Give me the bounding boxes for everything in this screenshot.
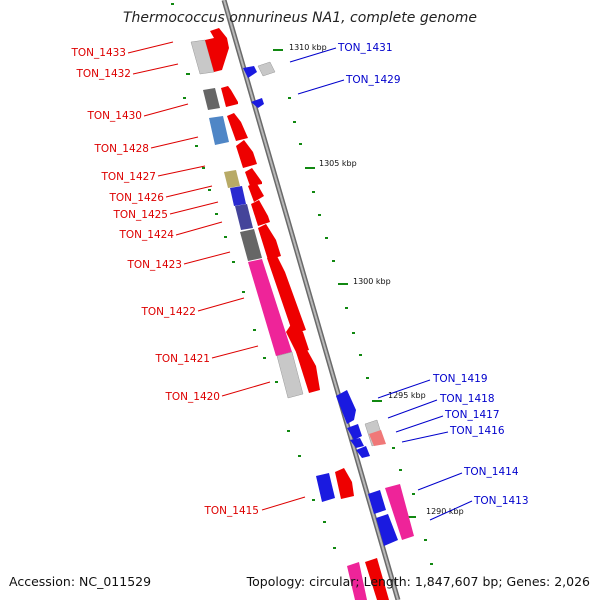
gene-arrow <box>203 88 220 110</box>
gene-arrow <box>296 348 320 393</box>
gene-arrow <box>356 446 370 458</box>
gene-arrow <box>369 430 386 446</box>
page-title: Thermococcus onnurineus NA1, complete ge… <box>122 10 478 26</box>
kbp-label: 1300 kbp <box>353 277 391 286</box>
gene-label: TON_1423 <box>126 259 182 271</box>
gene-label: TON_1427 <box>100 171 156 183</box>
gene-arrow <box>336 390 356 424</box>
gene-label: TON_1415 <box>203 505 259 517</box>
gene-label: TON_1431 <box>337 42 393 54</box>
gene-arrow <box>251 200 270 226</box>
gene-arrow <box>240 229 262 261</box>
forward-gene-labels: TON_1433 TON_1432 TON_1430 TON_1428 TON_… <box>70 47 259 517</box>
gene-label: TON_1426 <box>108 192 164 204</box>
kbp-label: 1305 kbp <box>319 159 357 168</box>
gene-arrow <box>227 113 248 141</box>
gene-label: TON_1425 <box>112 209 168 221</box>
gene-arrow <box>347 562 367 600</box>
minor-ticks <box>171 3 433 565</box>
gene-arrow <box>316 473 335 502</box>
gene-label: TON_1432 <box>75 68 131 80</box>
accession-text: Accession: NC_011529 <box>9 574 152 589</box>
gene-arrow <box>230 186 246 206</box>
gene-arrow <box>257 61 276 77</box>
gene-arrow <box>235 204 253 230</box>
kbp-label: 1295 kbp <box>388 391 426 400</box>
kbp-scale: 1310 kbp 1305 kbp 1300 kbp 1295 kbp 1290… <box>273 43 464 518</box>
gene-label: TON_1428 <box>93 143 149 155</box>
gene-arrow <box>251 98 264 108</box>
gene-label: TON_1430 <box>86 110 142 122</box>
gene-arrow <box>365 558 389 600</box>
gene-label: TON_1418 <box>439 393 495 405</box>
gene-label: TON_1420 <box>164 391 220 403</box>
gene-label: TON_1417 <box>444 409 500 421</box>
gene-arrow <box>267 254 306 334</box>
gene-arrow <box>376 514 398 546</box>
gene-arrow <box>248 259 292 356</box>
gene-label: TON_1429 <box>345 74 401 86</box>
forward-genes <box>190 28 389 600</box>
gene-arrow <box>236 140 257 168</box>
reverse-gene-labels: TON_1431 TON_1429 TON_1419 TON_1418 TON_… <box>337 42 529 507</box>
gene-arrow <box>335 468 354 499</box>
gene-arrow <box>347 424 362 440</box>
gene-arrow <box>224 170 240 188</box>
gene-label: TON_1433 <box>70 47 126 59</box>
gene-arrow <box>248 182 264 202</box>
gene-arrow <box>286 320 309 354</box>
kbp-label: 1310 kbp <box>289 43 327 52</box>
gene-arrow <box>221 86 238 107</box>
gene-arrow <box>276 351 304 399</box>
gene-label: TON_1416 <box>449 425 505 437</box>
gene-arrow <box>245 168 262 186</box>
gene-label: TON_1422 <box>140 306 196 318</box>
gene-arrow <box>205 28 229 72</box>
gene-arrow <box>209 116 229 145</box>
kbp-label: 1290 kbp <box>426 507 464 516</box>
gene-arrow <box>243 66 257 78</box>
gene-label: TON_1421 <box>154 353 210 365</box>
gene-arrow <box>258 224 281 260</box>
gene-label: TON_1413 <box>473 495 529 507</box>
label-connectors <box>127 41 473 521</box>
gene-arrow <box>368 490 386 514</box>
gene-label: TON_1424 <box>118 229 174 241</box>
gene-label: TON_1419 <box>432 373 488 385</box>
genome-summary-text: Topology: circular; Length: 1,847,607 bp… <box>246 574 590 589</box>
gene-arrow <box>385 484 414 540</box>
reverse-genes <box>243 61 414 546</box>
gene-arrow <box>350 438 364 448</box>
genome-backbone <box>221 0 401 600</box>
gene-label: TON_1414 <box>463 466 519 478</box>
